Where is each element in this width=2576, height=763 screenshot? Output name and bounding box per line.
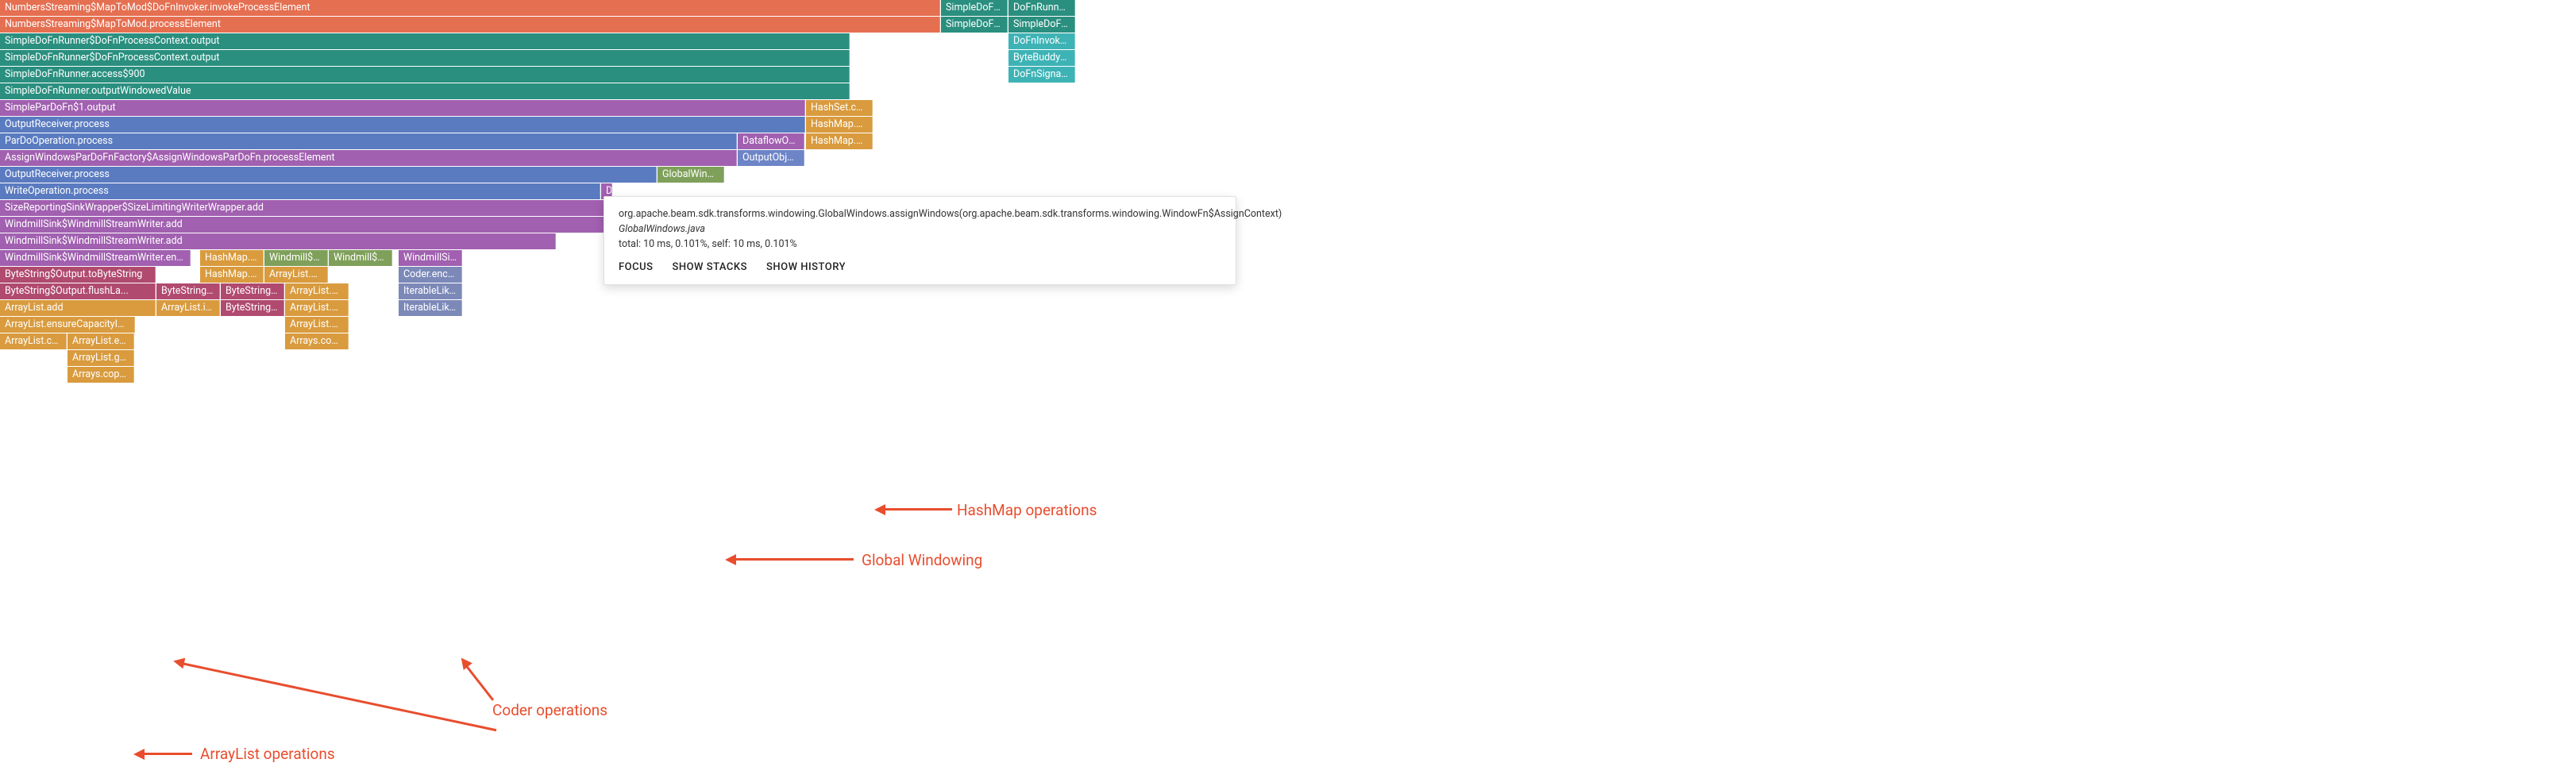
flame-cell[interactable]: ArrayList.gr... bbox=[67, 350, 134, 366]
flame-cell[interactable]: HashSet.co... bbox=[806, 100, 873, 116]
flame-graph[interactable]: NumbersStreaming$MapToMod$DoFnInvoker.in… bbox=[0, 0, 1239, 383]
flame-cell[interactable]: ArrayList.ca... bbox=[0, 333, 67, 349]
flame-cell[interactable]: IterableLike... bbox=[399, 283, 462, 299]
flame-row: AssignWindowsParDoFnFactory$AssignWindow… bbox=[0, 150, 1239, 166]
flame-cell[interactable]: WindmillSink$WindmillStreamWriter.enco..… bbox=[0, 250, 191, 266]
flame-cell[interactable]: SimpleDoFn... bbox=[1008, 17, 1075, 33]
annotation-label: HashMap operations bbox=[957, 501, 1097, 519]
tooltip-method: org.apache.beam.sdk.transforms.windowing… bbox=[619, 208, 1221, 220]
flame-cell[interactable]: OutputObje... bbox=[738, 150, 804, 166]
flame-cell[interactable]: Arrays.copy... bbox=[67, 367, 134, 383]
flame-row: SimpleDoFnRunner.outputWindowedValue bbox=[0, 83, 1239, 99]
flame-cell[interactable]: Windmill$K... bbox=[329, 250, 392, 266]
flame-cell[interactable]: WindmillSin... bbox=[399, 250, 462, 266]
flame-cell[interactable]: Coder.enco... bbox=[399, 267, 462, 283]
flame-cell[interactable]: ParDoOperation.process bbox=[0, 133, 737, 149]
flame-cell[interactable]: ArrayList.ensureCapacityIn... bbox=[0, 317, 135, 333]
flame-cell[interactable]: ArrayList.en... bbox=[67, 333, 134, 349]
flame-cell[interactable]: SimpleDoFnRunner.access$900 bbox=[0, 67, 850, 83]
tooltip-action[interactable]: FOCUS bbox=[619, 261, 653, 273]
flame-row: SimpleDoFnRunner$DoFnProcessContext.outp… bbox=[0, 50, 1239, 66]
flame-row: SimpleDoFnRunner$DoFnProcessContext.outp… bbox=[0, 33, 1239, 49]
flame-cell[interactable]: ArrayList.add bbox=[0, 300, 156, 316]
flame-row: SimpleDoFnRunner.access$900 DoFnSignat... bbox=[0, 67, 1239, 83]
flame-row: ArrayList.addArrayList.ite...ByteString$… bbox=[0, 300, 1239, 316]
flame-cell[interactable]: HashMap.g... bbox=[200, 267, 264, 283]
flame-row: ByteString$Output.flushLa...ByteString.c… bbox=[0, 283, 1239, 299]
flame-cell[interactable]: SimpleDoFnRunner.outputWindowedValue bbox=[0, 83, 850, 99]
flame-cell[interactable]: IterableLike... bbox=[399, 300, 462, 316]
flame-cell[interactable]: ByteString$... bbox=[221, 300, 284, 316]
flame-row: SimpleParDoFn$1.outputHashSet.co... bbox=[0, 100, 1239, 116]
flame-cell[interactable]: HashMap.get bbox=[200, 250, 264, 266]
flame-row: ParDoOperation.processDataflowOu...HashM… bbox=[0, 133, 1239, 149]
annotation-label: ArrayList operations bbox=[200, 745, 335, 763]
flame-cell[interactable]: HashMap.c... bbox=[806, 117, 873, 133]
flame-cell[interactable]: ArrayList.en... bbox=[285, 300, 349, 316]
tooltip-source-file: GlobalWindows.java bbox=[619, 223, 1221, 235]
flame-cell[interactable]: ByteString$... bbox=[221, 283, 284, 299]
flame-row: NumbersStreaming$MapToMod$DoFnInvoker.in… bbox=[0, 0, 1239, 16]
flame-cell[interactable]: DoFnRunne... bbox=[1008, 0, 1075, 16]
stack-frame-tooltip: org.apache.beam.sdk.transforms.windowing… bbox=[604, 196, 1236, 285]
flame-row: Arrays.copy... bbox=[0, 367, 1239, 383]
flame-cell[interactable]: ByteString.c... bbox=[156, 283, 220, 299]
flame-cell[interactable]: AssignWindowsParDoFnFactory$AssignWindow… bbox=[0, 150, 737, 166]
flame-cell[interactable]: ArrayList.en... bbox=[285, 283, 349, 299]
flame-cell[interactable]: Windmill$K... bbox=[264, 250, 328, 266]
flame-cell[interactable]: NumbersStreaming$MapToMod$DoFnInvoker.in… bbox=[0, 0, 940, 16]
flame-cell[interactable]: DoFnInvoke... bbox=[1008, 33, 1075, 49]
flame-row: NumbersStreaming$MapToMod.processElement… bbox=[0, 17, 1239, 33]
flame-cell[interactable]: OutputReceiver.process bbox=[0, 167, 657, 183]
flame-cell[interactable]: HashMap.h... bbox=[806, 133, 873, 149]
flame-cell[interactable]: ByteString$Output.flushLa... bbox=[0, 283, 156, 299]
flame-cell[interactable]: ArrayList.ite... bbox=[156, 300, 220, 316]
flame-row: ArrayList.gr... bbox=[0, 350, 1239, 366]
flame-cell[interactable]: DoFnSignat... bbox=[1008, 67, 1075, 83]
tooltip-timing: total: 10 ms, 0.101%, self: 10 ms, 0.101… bbox=[619, 238, 1221, 250]
flame-cell[interactable]: OutputReceiver.process bbox=[0, 117, 805, 133]
annotation-label: Coder operations bbox=[492, 701, 607, 719]
flame-cell[interactable]: SizeReportingSinkWrapper$SizeLimitingWri… bbox=[0, 200, 611, 216]
flame-cell[interactable]: ArrayList.add bbox=[264, 267, 328, 283]
flame-cell[interactable]: ArrayList.gr... bbox=[285, 317, 349, 333]
flame-row: OutputReceiver.processGlobalWind... bbox=[0, 167, 1239, 183]
flame-row: ArrayList.ensureCapacityIn... ArrayList.g… bbox=[0, 317, 1239, 333]
flame-cell[interactable]: SimpleDoFnRunner$DoFnProcessContext.outp… bbox=[0, 33, 850, 49]
flame-cell[interactable]: DataflowOu... bbox=[738, 133, 804, 149]
flame-cell[interactable]: Arrays.copy... bbox=[285, 333, 349, 349]
flame-cell[interactable]: ByteString$Output.toByteString bbox=[0, 267, 156, 283]
tooltip-action[interactable]: SHOW HISTORY bbox=[766, 261, 846, 273]
annotation-label: Global Windowing bbox=[862, 551, 982, 569]
flame-row: OutputReceiver.processHashMap.c... bbox=[0, 117, 1239, 133]
flame-cell[interactable]: SimpleDoFn... bbox=[941, 17, 1008, 33]
flame-cell[interactable]: WriteOperation.process bbox=[0, 183, 600, 199]
flame-row: ArrayList.ca...ArrayList.en... Arrays.cop… bbox=[0, 333, 1239, 349]
flame-cell[interactable]: NumbersStreaming$MapToMod.processElement bbox=[0, 17, 940, 33]
tooltip-actions: FOCUS SHOW STACKS SHOW HISTORY bbox=[619, 261, 1221, 273]
flame-cell[interactable]: WindmillSink$WindmillStreamWriter.add bbox=[0, 217, 611, 233]
flame-cell[interactable]: GlobalWind... bbox=[657, 167, 724, 183]
flame-cell[interactable]: WindmillSink$WindmillStreamWriter.add bbox=[0, 233, 556, 249]
flame-cell[interactable]: SimpleParDoFn$1.output bbox=[0, 100, 805, 116]
flame-cell[interactable]: SimpleDoFnRunner$DoFnProcessContext.outp… bbox=[0, 50, 850, 66]
flame-cell[interactable]: SimpleDoFn... bbox=[941, 0, 1008, 16]
tooltip-action[interactable]: SHOW STACKS bbox=[672, 261, 747, 273]
flame-cell[interactable]: ByteBuddyD... bbox=[1008, 50, 1075, 66]
